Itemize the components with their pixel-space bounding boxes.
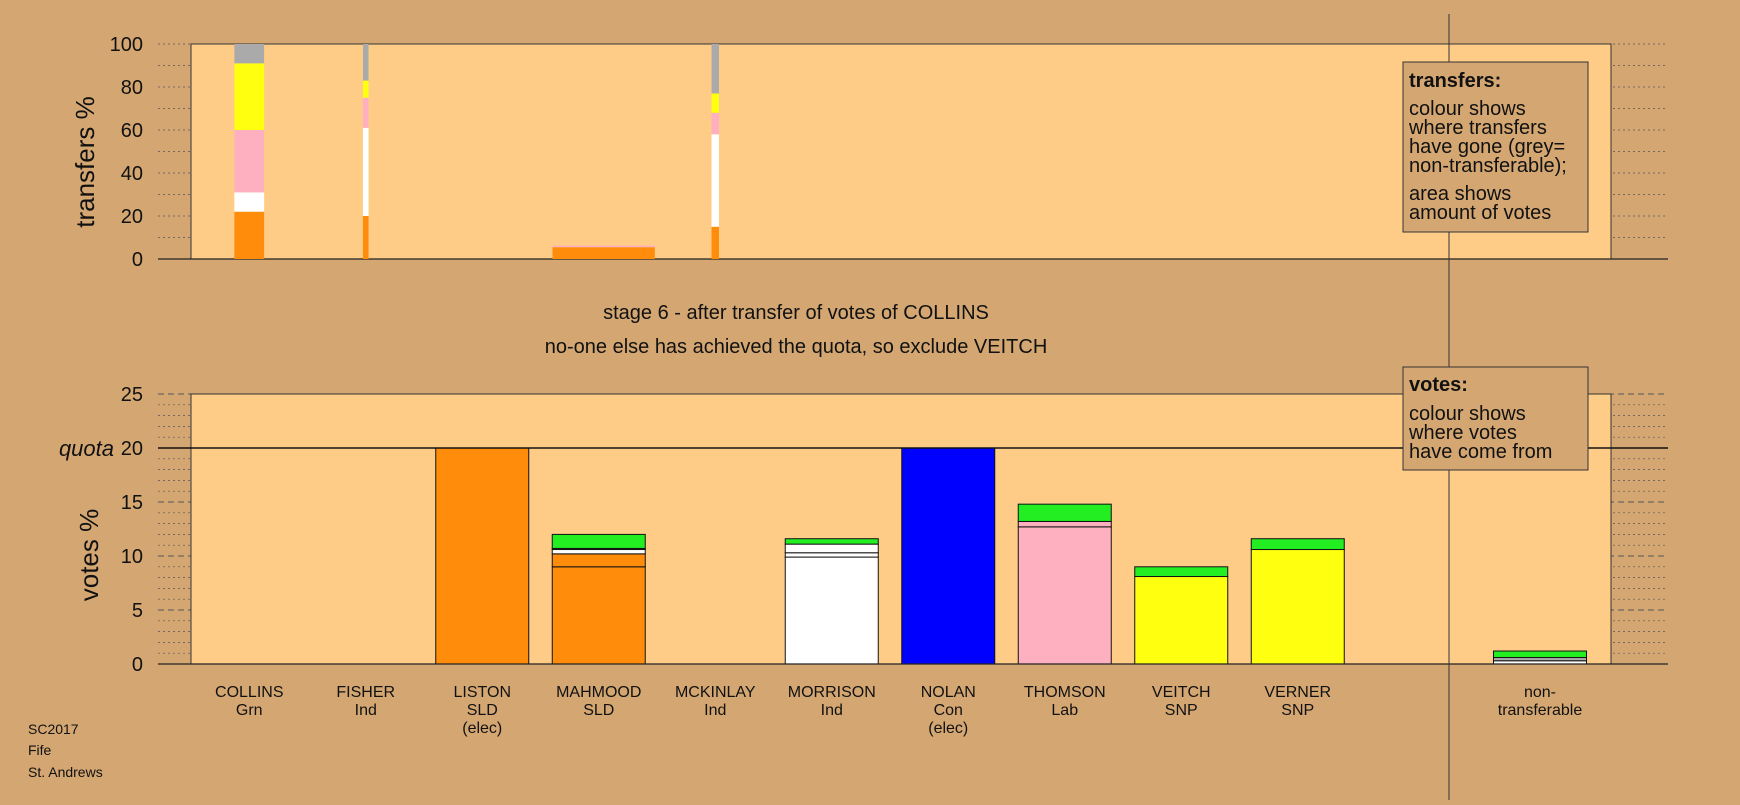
nontransferable-label: transferable [1498, 702, 1583, 719]
candidate-party-label: SLD [583, 702, 614, 719]
transfers-legend-line: area shows [1409, 183, 1511, 205]
council-label: Fife [28, 742, 52, 758]
transfer-segment [234, 63, 265, 130]
votes-legend-title: votes: [1409, 374, 1468, 396]
candidate-name-label: VERNER [1264, 684, 1331, 701]
candidate-party-label: SNP [1281, 702, 1314, 719]
transfers-legend-line: have gone (grey= [1409, 136, 1565, 158]
vote-segment [784, 538, 879, 545]
candidate-party-label: Ind [704, 702, 726, 719]
candidate-name-label: MAHMOOD [556, 684, 641, 701]
vote-segment [1134, 566, 1229, 578]
transfer-segment [362, 97, 369, 128]
transfer-segment [711, 93, 719, 113]
transfers-legend: transfers: colour shows where transfers … [1402, 61, 1589, 233]
candidate-name-label: FISHER [336, 684, 395, 701]
transfer-segment [362, 127, 369, 216]
vote-segment [435, 447, 530, 665]
candidate-party-label: Lab [1051, 702, 1078, 719]
candidate-name-label: NOLAN [921, 684, 976, 701]
votes-tick-label: 10 [121, 546, 143, 568]
transfers-legend-title: transfers: [1409, 70, 1501, 92]
candidate-name-label: THOMSON [1024, 684, 1106, 701]
votes-panel: 0510152025COLLINSGrnFISHERIndLISTONSLD(e… [121, 14, 1668, 800]
transfer-segment [362, 44, 369, 81]
vote-segment [784, 556, 879, 665]
votes-tick-label: 20 [121, 438, 143, 460]
ward-label: St. Andrews [28, 764, 103, 780]
vote-segment [551, 566, 646, 665]
transfers-legend-line: amount of votes [1409, 202, 1551, 224]
vote-segment [1017, 520, 1112, 528]
transfers-legend-line: where transfers [1408, 117, 1547, 139]
transfers-tick-label: 80 [121, 77, 143, 99]
candidate-party-label: Ind [355, 702, 377, 719]
transfer-segment [711, 112, 719, 135]
vote-segment [1250, 538, 1345, 551]
transfer-segment [711, 134, 719, 227]
candidate-party-label: Grn [236, 702, 263, 719]
transfer-segment [552, 247, 655, 259]
votes-legend-line: have come from [1409, 441, 1552, 463]
candidate-elected-label: (elec) [928, 720, 968, 737]
transfers-axis-label: transfers % [70, 96, 100, 228]
transfers-tick-label: 20 [121, 206, 143, 228]
transfers-tick-label: 40 [121, 163, 143, 185]
nontransferable-label: non- [1524, 684, 1556, 701]
quota-label: quota [59, 436, 114, 461]
votes-tick-label: 25 [121, 384, 143, 406]
transfers-plot-area [190, 43, 1612, 260]
transfers-tick-label: 100 [110, 34, 143, 56]
transfer-segment [362, 80, 369, 98]
nontransferable-segment [1493, 650, 1587, 659]
candidate-name-label: MORRISON [788, 684, 876, 701]
stage-subtitle: no-one else has achieved the quota, so e… [545, 336, 1048, 358]
votes-plot-area [190, 393, 1612, 665]
candidate-elected-label: (elec) [462, 720, 502, 737]
transfer-segment [711, 44, 719, 94]
votes-legend-line: where votes [1408, 422, 1517, 444]
candidate-name-label: COLLINS [215, 684, 283, 701]
election-label: SC2017 [28, 721, 79, 737]
transfer-segment [552, 245, 655, 248]
vote-segment [784, 543, 879, 554]
stage-title: stage 6 - after transfer of votes of COL… [603, 302, 989, 324]
transfer-segment [234, 130, 265, 193]
candidate-name-label: LISTON [454, 684, 512, 701]
vote-segment [784, 552, 879, 558]
candidate-name-label: MCKINLAY [675, 684, 756, 701]
votes-axis-label: votes % [74, 509, 104, 602]
vote-segment [901, 447, 996, 665]
candidate-party-label: SNP [1165, 702, 1198, 719]
vote-segment [1134, 576, 1229, 665]
transfer-segment [362, 216, 369, 259]
transfers-legend-line: non-transferable); [1409, 155, 1567, 177]
candidate-party-label: SLD [467, 702, 498, 719]
transfers-panel: 0 20 40 60 80 100 [110, 34, 1668, 271]
vote-segment [551, 533, 646, 549]
votes-tick-label: 0 [132, 654, 143, 676]
transfer-segment [234, 211, 265, 259]
vote-segment [551, 553, 646, 568]
transfers-legend-line: colour shows [1409, 98, 1526, 120]
transfer-segment [711, 226, 719, 259]
votes-tick-label: 15 [121, 492, 143, 514]
vote-segment [1017, 503, 1112, 522]
votes-tick-label: 5 [132, 600, 143, 622]
transfers-tick-label: 60 [121, 120, 143, 142]
votes-legend: votes: colour shows where votes have com… [1402, 366, 1589, 471]
transfers-tick-label: 0 [132, 249, 143, 271]
vote-segment [551, 549, 646, 555]
transfer-segment [234, 44, 265, 64]
candidate-party-label: Ind [821, 702, 843, 719]
transfer-segment [234, 192, 265, 212]
candidate-name-label: VEITCH [1152, 684, 1211, 701]
votes-legend-line: colour shows [1409, 403, 1526, 425]
vote-segment [1017, 526, 1112, 665]
vote-segment [1250, 549, 1345, 665]
candidate-party-label: Con [934, 702, 963, 719]
